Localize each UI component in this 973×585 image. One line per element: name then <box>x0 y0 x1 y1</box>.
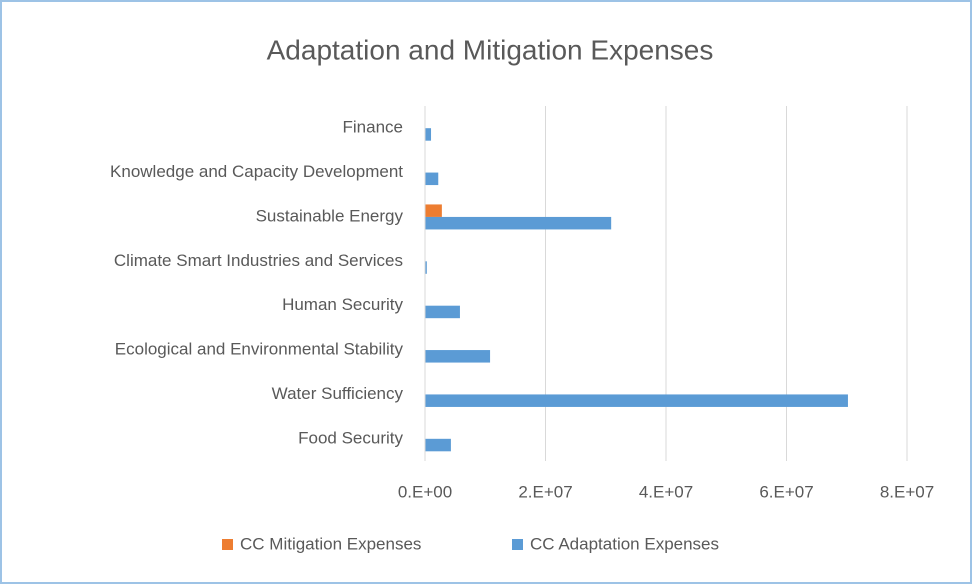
x-tick-label: 0.E+00 <box>398 482 452 501</box>
y-tick-label: Finance <box>343 118 403 137</box>
y-tick-label: Sustainable Energy <box>256 206 404 225</box>
bar <box>425 128 432 141</box>
bar <box>425 394 848 407</box>
y-tick-label: Knowledge and Capacity Development <box>110 162 403 181</box>
x-tick-label: 8.E+07 <box>880 482 934 501</box>
bar <box>425 204 442 217</box>
x-tick-label: 4.E+07 <box>639 482 693 501</box>
legend-label: CC Mitigation Expenses <box>240 534 421 553</box>
x-tick-label: 6.E+07 <box>759 482 813 501</box>
y-tick-label: Human Security <box>282 295 403 314</box>
chart-title: Adaptation and Mitigation Expenses <box>267 34 714 65</box>
legend-label: CC Adaptation Expenses <box>530 534 719 553</box>
bar <box>425 172 439 186</box>
bar <box>425 438 451 452</box>
bar <box>425 350 491 363</box>
y-tick-label: Climate Smart Industries and Services <box>114 251 403 270</box>
legend-swatch <box>512 539 523 550</box>
bar <box>425 305 460 319</box>
legend-swatch <box>222 539 233 550</box>
bar <box>425 216 612 230</box>
y-tick-label: Food Security <box>298 428 403 447</box>
y-tick-label: Ecological and Environmental Stability <box>115 340 404 359</box>
bar <box>425 261 427 274</box>
y-tick-label: Water Sufficiency <box>272 384 404 403</box>
x-tick-label: 2.E+07 <box>518 482 572 501</box>
